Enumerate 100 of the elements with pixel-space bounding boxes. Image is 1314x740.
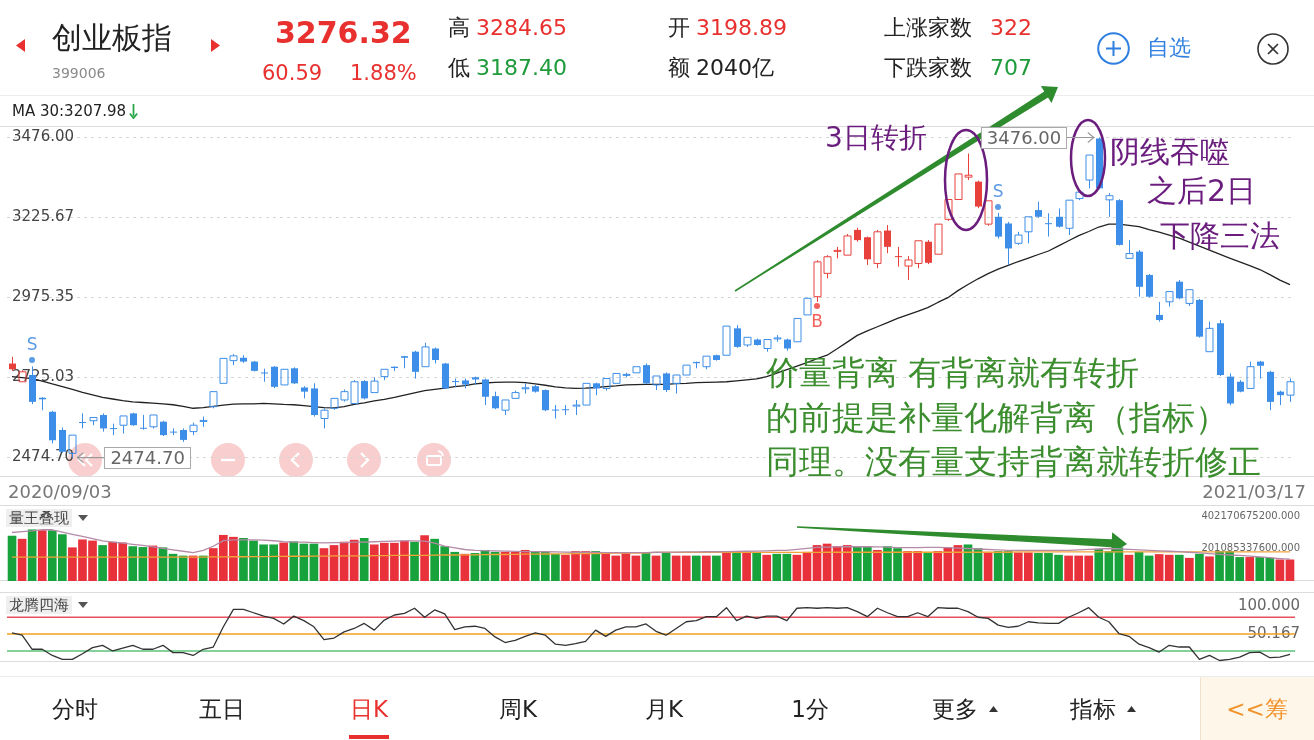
candlestick (280, 368, 289, 386)
annotation: 阴线吞噬 (1110, 134, 1230, 170)
y-tick-label: 2975.35 (12, 287, 75, 306)
text: 3187.40 (476, 54, 567, 81)
candlestick (521, 382, 530, 395)
chart-title: 龙腾四海 (6, 596, 72, 614)
bar (681, 555, 691, 581)
text: 日K (349, 695, 389, 724)
candlestick (864, 236, 871, 266)
text: 周K (498, 695, 538, 724)
text: 3284.65 (476, 14, 567, 41)
candlestick (361, 379, 368, 400)
candlestick (79, 412, 86, 429)
bar (37, 530, 47, 581)
text: 低 (448, 54, 470, 81)
bar (289, 541, 299, 581)
bar (691, 555, 701, 581)
bar (359, 538, 369, 581)
bar (661, 552, 671, 581)
bar (923, 551, 933, 581)
bar (993, 551, 1003, 581)
y-tick-label: 201085337600.000 (1201, 542, 1300, 554)
annotation: B (811, 310, 823, 331)
bar (842, 545, 852, 581)
text: 2021/03/17 (1202, 481, 1306, 504)
bar (933, 551, 943, 581)
candlestick (1105, 192, 1114, 218)
candlestick (803, 297, 812, 316)
bar (732, 551, 741, 581)
bar (520, 549, 530, 581)
bar (1285, 559, 1295, 581)
candlestick (925, 239, 932, 265)
text: 2040亿 (696, 54, 774, 81)
bar (782, 553, 792, 581)
candlestick (542, 388, 549, 412)
text: 上涨家数 (884, 14, 972, 41)
y-tick-label: 3476.00 (12, 127, 75, 146)
bar (410, 541, 419, 581)
y-tick-label: 2474.70 (12, 447, 75, 466)
bar (1245, 557, 1255, 581)
bar (702, 555, 711, 581)
annotation: 的前提是补量化解背离（指标） (766, 398, 1228, 439)
candlestick (1156, 301, 1163, 323)
text: 1分 (791, 695, 829, 724)
bar (1205, 556, 1214, 581)
text: 3276.32 (275, 15, 412, 51)
bar (1124, 554, 1134, 581)
candlestick (734, 324, 741, 349)
bar (1094, 548, 1104, 581)
bar (671, 555, 681, 581)
text: 月K (644, 695, 684, 724)
text: 下跌家数 (884, 54, 972, 81)
bar (420, 535, 429, 581)
bar (7, 535, 17, 581)
text: 3198.89 (696, 14, 787, 41)
annotation: 2474.70 (104, 446, 191, 469)
y-tick-label: 3225.67 (12, 207, 75, 226)
annotation: 同理。没有量支持背离就转折修正 (766, 442, 1261, 483)
candlestick (119, 415, 128, 435)
y-tick-label: 100.000 (1237, 595, 1300, 614)
bar (198, 555, 208, 581)
candlestick (934, 223, 943, 255)
bar (712, 555, 721, 581)
bar (1265, 557, 1275, 581)
candlestick (562, 404, 569, 416)
bar (1185, 557, 1194, 581)
text: 60.59 (262, 61, 323, 87)
candlestick (643, 363, 650, 385)
bar (873, 549, 882, 581)
bar (651, 555, 661, 581)
bar (762, 554, 772, 581)
text: 更多 (932, 695, 978, 724)
bar (772, 553, 782, 581)
candlestick (1165, 291, 1174, 308)
candlestick (261, 368, 268, 383)
annotation: S (26, 334, 38, 355)
candlestick (884, 224, 891, 254)
bar (1154, 554, 1164, 581)
text: 2020/09/03 (8, 481, 112, 504)
bar (128, 546, 138, 581)
candlestick (1024, 216, 1033, 244)
candlestick (722, 325, 731, 356)
bar (1164, 554, 1174, 581)
bar (279, 542, 289, 581)
text: 创业板指 (52, 20, 172, 56)
text: MA 30:3207.98 (12, 102, 127, 120)
text: 开 (668, 14, 690, 41)
text: 自选 (1147, 34, 1191, 61)
bar (1144, 555, 1154, 581)
candlestick (1176, 279, 1183, 300)
bar (98, 545, 107, 581)
candlestick (895, 246, 902, 268)
candlestick (412, 350, 419, 380)
chart-title: 量王叠现 (6, 509, 72, 527)
text: 322 (990, 14, 1032, 41)
candlestick (793, 317, 802, 343)
candlestick (552, 404, 559, 419)
bar (641, 553, 651, 581)
annotation: 3日转折 (825, 121, 927, 156)
annotation: S (992, 180, 1004, 201)
